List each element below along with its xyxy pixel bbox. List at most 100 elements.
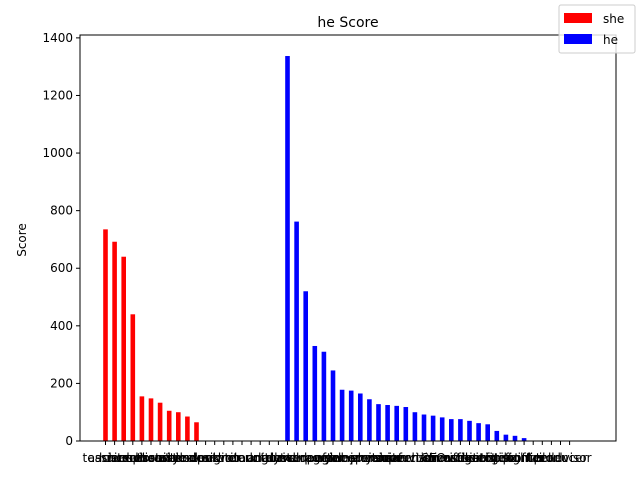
x-tick-label: nurse xyxy=(107,451,141,465)
y-axis-ticks: 0 200 400 600 800 1000 1200 1400 xyxy=(42,31,80,448)
bar-she-secretary xyxy=(148,398,154,441)
bar-he-architect xyxy=(467,420,472,441)
x-tick-label: painter xyxy=(503,451,546,465)
x-tick-label: engineer xyxy=(306,451,359,465)
bar-he-sheriff xyxy=(439,417,445,441)
x-tick-label: attendant xyxy=(158,451,217,465)
bar-he-counselor xyxy=(449,419,454,441)
y-tick-label: 1200 xyxy=(42,88,73,102)
bar-he-chief xyxy=(385,405,390,441)
x-tick-label: surgeon xyxy=(473,451,522,465)
bar-she-hairdresser xyxy=(130,314,136,441)
x-tick-label: auditor xyxy=(239,451,282,465)
x-tick-label: sheriff xyxy=(423,451,462,465)
x-tick-label: assistant xyxy=(88,451,142,465)
x-tick-label: secretary xyxy=(123,451,179,465)
bar-he-developer xyxy=(294,221,299,441)
bar-he-lawyer xyxy=(321,351,327,441)
x-tick-label: manager xyxy=(279,451,333,465)
x-tick-label: counselor xyxy=(422,451,480,465)
x-tick-label: clerk xyxy=(227,451,256,465)
legend: she he xyxy=(558,4,636,54)
x-tick-label: driver xyxy=(270,451,305,465)
x-tick-label: designer xyxy=(189,451,241,465)
y-tick-label: 1400 xyxy=(42,31,73,45)
bar-he-carpenter xyxy=(312,345,318,441)
bar-he-laborer xyxy=(348,390,354,441)
bar-she-nurse xyxy=(121,256,126,441)
bar-he-physician xyxy=(376,404,381,441)
x-tick-label: supervisor xyxy=(374,451,437,465)
chart-title: he Score xyxy=(317,15,378,31)
bar-she-receptionist xyxy=(139,396,145,441)
bar-he-engineer xyxy=(330,370,336,441)
x-axis-ticks: teacherassistantnursehairdresserreceptio… xyxy=(83,441,592,465)
bar-he-surgeon xyxy=(494,430,500,441)
y-axis-title: Score xyxy=(15,223,29,257)
bar-he-manager xyxy=(303,291,308,441)
x-tick-label: tailor xyxy=(527,451,558,465)
x-tick-label: janitor xyxy=(349,451,389,465)
bar-he-scientist xyxy=(485,424,490,441)
bar-she-baker xyxy=(194,422,199,441)
x-tick-label: teller xyxy=(536,451,567,465)
bar-he-farmer xyxy=(339,389,345,441)
x-tick-label: analyst xyxy=(247,451,291,465)
x-tick-label: developer xyxy=(267,451,327,465)
bar-she-librarian xyxy=(157,402,163,441)
x-tick-label: guard xyxy=(261,451,296,465)
x-tick-label: teacher xyxy=(83,451,129,465)
x-tick-label: baker xyxy=(180,451,214,465)
x-tick-label: editor xyxy=(206,451,241,465)
legend-swatch-he xyxy=(564,34,592,44)
x-tick-label: chief xyxy=(373,451,403,465)
x-tick-label: officer xyxy=(514,451,552,465)
bar-he-driver xyxy=(285,56,290,442)
bar-he-salesperson xyxy=(358,393,363,441)
bar-he-painter xyxy=(521,438,527,441)
x-tick-label: salesperson xyxy=(324,451,396,465)
y-tick-label: 1000 xyxy=(42,146,73,160)
x-tick-label: producer xyxy=(534,451,588,465)
x-tick-label: lawyer xyxy=(304,451,344,465)
bar-she-housekeeper xyxy=(176,412,181,441)
x-tick-label: scientist xyxy=(463,451,513,465)
x-tick-label: investigator xyxy=(425,451,497,465)
x-tick-label: laborer xyxy=(330,451,373,465)
x-tick-label: writer xyxy=(215,451,250,465)
x-tick-label: advisor xyxy=(548,451,592,465)
x-tick-label: architect xyxy=(443,451,496,465)
bar-he-CEO xyxy=(430,415,436,441)
legend-label-he: he xyxy=(603,33,618,47)
bar-he-dentist xyxy=(476,423,481,441)
bar-he-firefighter xyxy=(512,435,518,441)
x-tick-label: cashier xyxy=(147,451,191,465)
y-tick-label: 200 xyxy=(50,376,73,390)
bar-she-teacher xyxy=(103,229,108,441)
bar-he-supervisor xyxy=(403,407,409,441)
x-tick-label: housekeeper xyxy=(140,451,217,465)
x-tick-label: accountant xyxy=(217,451,285,465)
bar-he-janitor xyxy=(367,399,372,441)
x-tick-label: physician xyxy=(350,451,407,465)
x-tick-label: receptionist xyxy=(106,451,177,465)
x-tick-label: cook xyxy=(191,451,219,465)
y-tick-label: 800 xyxy=(50,204,73,218)
x-tick-label: construction worker xyxy=(364,451,483,465)
x-tick-label: mechanic xyxy=(386,451,444,465)
y-tick-label: 600 xyxy=(50,261,73,275)
y-tick-label: 400 xyxy=(50,319,73,333)
x-tick-label: firefighter xyxy=(485,451,544,465)
x-tick-label: farmer xyxy=(322,451,362,465)
bar-he-mover xyxy=(394,405,399,441)
x-tick-label: hairdresser xyxy=(99,451,167,465)
bars-group xyxy=(103,56,527,442)
legend-swatch-she xyxy=(564,13,592,23)
bar-she-assistant xyxy=(112,241,117,441)
bar-he-investigator xyxy=(458,419,463,441)
x-tick-label: dentist xyxy=(458,451,500,465)
bar-he-construction-worker xyxy=(421,414,427,441)
legend-label-she: she xyxy=(603,12,624,26)
